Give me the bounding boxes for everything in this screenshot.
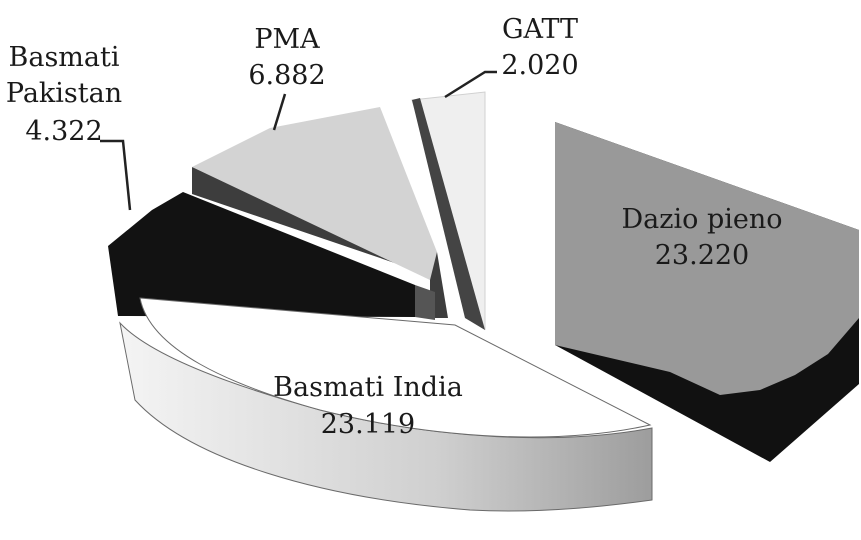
label-basmati-pakistan-name-2: Pakistan — [6, 78, 122, 109]
leader-line-gatt — [444, 70, 497, 99]
label-pma-name: PMA — [254, 24, 320, 55]
slice-basmati-india — [119, 297, 653, 512]
slice-basmati-pakistan — [108, 192, 435, 320]
leader-line-pakistan — [100, 139, 132, 211]
label-basmati-india-name: Basmati India — [273, 372, 463, 403]
label-dazio-pieno-name: Dazio pieno — [622, 204, 783, 235]
label-gatt-name: GATT — [502, 14, 578, 45]
leader-line-pma — [272, 93, 287, 131]
label-gatt-value: 2.020 — [501, 50, 578, 81]
slice-pma — [192, 107, 448, 318]
slice-dazio-pieno — [555, 122, 859, 462]
label-dazio-pieno-value: 23.220 — [655, 240, 749, 271]
label-pma-value: 6.882 — [248, 60, 325, 91]
label-basmati-pakistan-value: 4.322 — [25, 116, 102, 147]
label-basmati-pakistan-name-1: Basmati — [9, 42, 120, 73]
label-basmati-india-value: 23.119 — [321, 409, 415, 440]
